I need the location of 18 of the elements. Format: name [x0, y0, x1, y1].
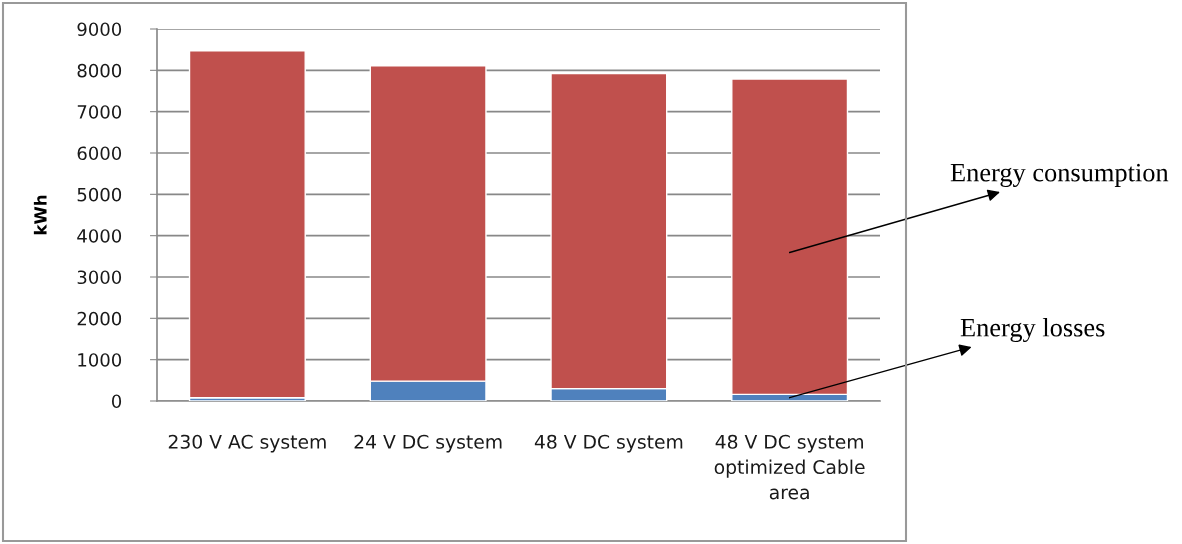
y-tick-label: 5000	[77, 187, 122, 202]
x-tick-label: 48 V DC system optimized Cable area	[714, 434, 865, 500]
y-axis-title: kWh	[33, 195, 47, 235]
y-tick-label: 7000	[77, 105, 122, 119]
y-tick-label: 0	[111, 394, 122, 409]
x-tick-label: 24 V DC system	[354, 434, 502, 453]
y-tick-label: 4000	[77, 229, 122, 243]
y-tick-label: 1000	[78, 353, 122, 367]
y-tick-label: 3000	[77, 270, 122, 285]
y-tick-label: 2000	[77, 311, 122, 326]
text: Energy consumption	[950, 163, 1169, 187]
x-tick-label: 230 V AC system	[168, 434, 326, 453]
x-tick-label: 48 V DC system	[534, 434, 683, 453]
y-tick-label: 8000	[77, 63, 122, 78]
text: Energy losses	[960, 318, 1105, 342]
y-tick-label: 6000	[77, 146, 122, 161]
y-tick-label: 9000	[77, 22, 122, 37]
bar	[188, 50, 306, 399]
